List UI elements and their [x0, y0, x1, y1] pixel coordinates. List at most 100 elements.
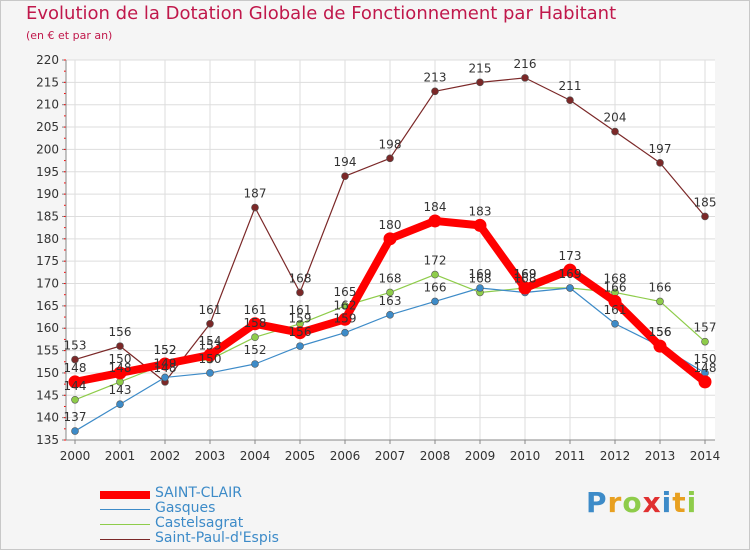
legend-swatch-gasques	[100, 509, 150, 510]
data-point-gasques	[341, 328, 349, 337]
data-point-castelsagrat	[701, 337, 709, 346]
y-tick-label: 135	[36, 433, 59, 447]
data-label-gasques: 152	[244, 343, 267, 357]
data-point-saint-paul-d-espis	[206, 319, 214, 328]
y-tick-label: 165	[36, 299, 59, 313]
data-point-saint-clair	[698, 375, 712, 389]
y-tick-label: 145	[36, 388, 59, 402]
data-label-saint-paul-d-espis: 156	[109, 325, 132, 339]
chart-subtitle: (en € et par an)	[26, 29, 113, 42]
data-point-gasques	[71, 427, 79, 435]
data-label-saint-clair: 180	[379, 218, 402, 232]
x-tick-label: 2010	[510, 449, 541, 463]
data-label-saint-paul-d-espis: 148	[154, 361, 177, 375]
data-label-gasques: 163	[379, 294, 402, 308]
x-tick-label: 2008	[420, 449, 451, 463]
data-point-gasques	[296, 342, 304, 350]
x-tick-label: 2002	[150, 449, 181, 463]
data-label-gasques: 166	[424, 280, 447, 294]
data-point-gasques	[251, 360, 259, 368]
data-point-saint-paul-d-espis	[296, 288, 304, 297]
data-point-saint-paul-d-espis	[431, 87, 439, 96]
data-label-saint-paul-d-espis: 215	[469, 61, 492, 75]
data-point-saint-clair	[338, 312, 352, 326]
data-label-saint-clair: 166	[604, 280, 627, 294]
data-label-castelsagrat: 168	[604, 271, 627, 285]
data-label-saint-clair: 154	[199, 334, 222, 348]
y-tick-label: 150	[36, 366, 59, 380]
y-tick-label: 220	[36, 53, 59, 67]
data-label-saint-paul-d-espis: 197	[649, 142, 672, 156]
y-tick-label: 200	[36, 142, 59, 156]
data-label-gasques: 159	[334, 312, 357, 326]
data-label-saint-paul-d-espis: 204	[604, 111, 627, 125]
data-label-saint-clair: 183	[469, 204, 492, 218]
data-point-saint-paul-d-espis	[386, 154, 394, 163]
y-tick-label: 155	[36, 344, 59, 358]
data-label-saint-paul-d-espis: 161	[199, 303, 222, 317]
legend-label-saint-paul: Saint-Paul-d'Espis	[155, 530, 279, 546]
proxiti-logo: Proxiti	[586, 486, 698, 519]
data-label-castelsagrat: 172	[424, 254, 447, 268]
x-tick-label: 2013	[645, 449, 676, 463]
y-tick-label: 175	[36, 254, 59, 268]
data-point-saint-paul-d-espis	[656, 159, 664, 167]
legend-swatch-castelsagrat	[100, 524, 150, 525]
data-point-saint-paul-d-espis	[701, 212, 709, 221]
data-point-saint-clair	[68, 375, 82, 389]
data-label-gasques: 143	[109, 383, 132, 397]
x-tick-label: 2012	[600, 449, 631, 463]
x-tick-label: 2001	[105, 449, 136, 463]
data-point-saint-clair	[203, 348, 217, 362]
data-label-castelsagrat: 152	[154, 343, 177, 357]
data-point-saint-clair	[653, 339, 667, 353]
data-label-gasques: 156	[649, 325, 672, 339]
data-point-saint-clair	[608, 294, 622, 308]
x-tick-label: 2000	[60, 449, 91, 463]
data-point-saint-clair	[473, 218, 487, 232]
data-label-saint-clair: 161	[244, 303, 267, 317]
data-point-castelsagrat	[71, 395, 79, 404]
data-point-gasques	[116, 400, 124, 409]
data-point-castelsagrat	[251, 333, 259, 341]
data-label-saint-paul-d-espis: 216	[514, 57, 537, 71]
legend-label-saint-clair: SAINT-CLAIR	[155, 485, 242, 501]
data-point-saint-clair	[518, 281, 532, 295]
legend-swatch-saint-clair	[100, 491, 150, 499]
data-label-saint-paul-d-espis: 213	[424, 70, 447, 84]
y-tick-label: 160	[36, 321, 59, 335]
data-point-saint-paul-d-espis	[251, 203, 259, 212]
data-point-castelsagrat	[386, 288, 394, 297]
data-label-saint-paul-d-espis: 153	[64, 339, 87, 353]
data-point-gasques	[161, 373, 169, 382]
y-tick-label: 185	[36, 209, 59, 223]
data-point-gasques	[566, 284, 574, 292]
data-label-gasques: 150	[199, 352, 222, 366]
data-label-saint-paul-d-espis: 211	[559, 79, 582, 93]
y-tick-label: 210	[36, 98, 59, 112]
data-label-castelsagrat: 168	[379, 271, 402, 285]
y-tick-label: 215	[36, 75, 59, 89]
y-tick-label: 180	[36, 232, 59, 246]
data-point-gasques	[611, 319, 619, 328]
data-label-saint-paul-d-espis: 194	[334, 155, 357, 169]
data-label-saint-clair: 169	[514, 267, 537, 281]
x-tick-label: 2011	[555, 449, 586, 463]
data-label-castelsagrat: 148	[109, 361, 132, 375]
data-point-gasques	[476, 284, 484, 292]
data-point-gasques	[431, 297, 439, 306]
data-label-gasques: 161	[604, 303, 627, 317]
data-point-saint-clair	[563, 263, 577, 277]
data-label-gasques: 169	[469, 267, 492, 281]
data-label-castelsagrat: 169	[559, 267, 582, 281]
data-label-castelsagrat: 169	[514, 267, 537, 281]
data-point-saint-paul-d-espis	[611, 127, 619, 136]
data-point-saint-clair	[158, 357, 172, 371]
data-point-saint-paul-d-espis	[566, 96, 574, 105]
y-tick-label: 195	[36, 165, 59, 179]
data-point-saint-paul-d-espis	[476, 78, 484, 87]
y-tick-label: 190	[36, 187, 59, 201]
legend-label-gasques: Gasques	[155, 500, 216, 516]
data-label-saint-paul-d-espis: 185	[694, 195, 717, 209]
